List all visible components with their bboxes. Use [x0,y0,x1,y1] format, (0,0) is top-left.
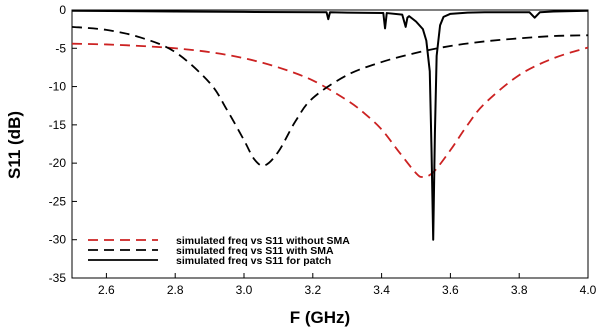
y-tick-label: 0 [59,3,66,17]
x-tick-label: 4.0 [580,283,597,297]
y-axis-ticks: 0 -5 -10 -15 -20 -25 -30 -35 [49,3,77,285]
y-tick-label: -25 [49,194,67,208]
y-axis-label: S11 (dB) [5,111,24,179]
legend: simulated freq vs S11 without SMAsimulat… [88,235,350,267]
y-tick-label: -10 [49,80,67,94]
x-axis-label: F (GHz) [290,308,350,327]
y-tick-label: -20 [49,156,67,170]
y-tick-label: -35 [49,271,67,285]
series-lines [71,9,589,241]
x-tick-label: 3.6 [442,283,459,297]
x-axis-ticks: 2.6 2.8 3.0 3.2 3.4 3.6 3.8 4.0 [98,273,597,297]
x-tick-label: 2.6 [98,283,115,297]
y-tick-label: -15 [49,118,67,132]
x-tick-label: 3.4 [373,283,390,297]
series-with-sma [71,25,589,167]
series-without-sma [71,42,589,178]
y-tick-label: -5 [55,41,66,55]
x-tick-label: 3.2 [304,283,321,297]
x-tick-label: 2.8 [167,283,184,297]
legend-label: simulated freq vs S11 without SMA [176,235,350,247]
y-tick-label: -30 [49,233,67,247]
plot-area [71,9,589,279]
x-tick-label: 3.0 [236,283,253,297]
legend-label: simulated freq vs S11 with SMA [176,245,334,257]
plot-border [71,9,589,279]
legend-label: simulated freq vs S11 for patch [176,255,331,267]
x-tick-label: 3.8 [511,283,528,297]
series-patch [71,9,589,241]
